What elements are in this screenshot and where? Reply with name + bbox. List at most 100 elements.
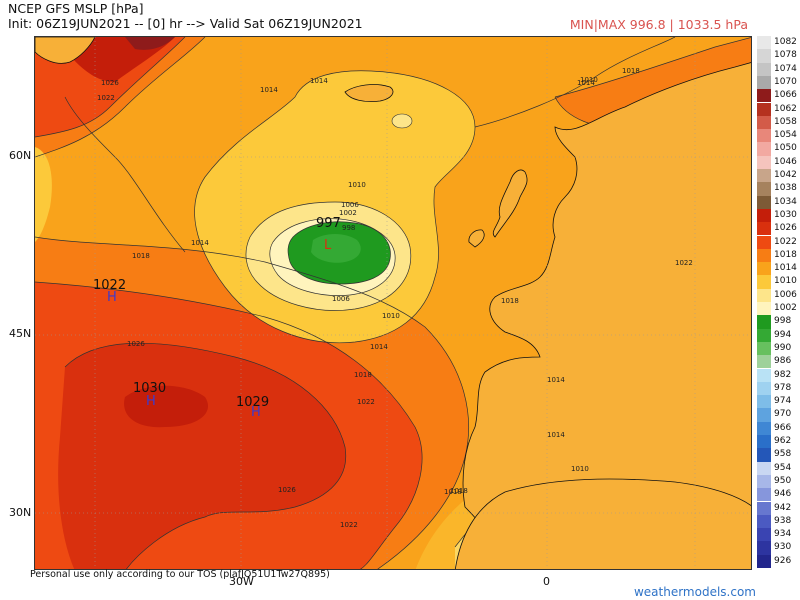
contour-label: 1018 [444, 488, 462, 496]
legend-label: 938 [774, 515, 792, 526]
legend-label: 998 [774, 316, 792, 327]
contour-label: 1018 [622, 67, 640, 75]
legend-level: 1062 [757, 102, 797, 116]
contour-label: 1018 [132, 252, 150, 260]
contour-label: 1006 [332, 295, 350, 303]
legend-label: 934 [774, 529, 792, 540]
init-valid-time: Init: 06Z19JUN2021 -- [0] hr --> Valid S… [8, 16, 363, 31]
contour-label: 1002 [339, 209, 357, 217]
legend-level: 950 [757, 474, 797, 489]
legend-level: 1054 [757, 129, 797, 143]
legend-level: 1070 [757, 75, 797, 90]
legend-label: 1042 [774, 170, 797, 180]
contour-label: 1014 [260, 86, 278, 94]
low-value: 997 [316, 216, 341, 231]
landmass-britain [468, 169, 528, 248]
legend-swatch [757, 395, 771, 409]
lat-label-60n: 60N [9, 149, 32, 162]
legend-label: 1066 [774, 90, 797, 101]
legend-swatch [757, 155, 771, 169]
field-1014-westedge [35, 147, 52, 242]
legend-level: 938 [757, 514, 797, 529]
legend-label: 1078 [774, 50, 797, 61]
legend-label: 962 [774, 436, 792, 446]
contour-label: 1022 [675, 259, 693, 267]
high-center-1029[interactable]: 1029 H [236, 395, 269, 420]
pressure-map[interactable]: 1026 1022 1014 1018 1014 1010 1006 1002 998 1006 1… [34, 36, 752, 570]
field-1022-1026-north [35, 37, 185, 137]
legend-swatch [757, 75, 771, 90]
legend-swatch [757, 208, 771, 223]
legend-swatch [757, 315, 771, 329]
contour-label: 1014 [191, 239, 209, 247]
legend-swatch [757, 554, 771, 568]
legend-level: 1042 [757, 169, 797, 183]
legend-label: 1062 [774, 103, 797, 114]
legend-label: 1074 [774, 63, 797, 74]
legend-swatch [757, 368, 771, 382]
site-credit[interactable]: weathermodels.com [633, 585, 756, 599]
legend-label: 942 [774, 502, 792, 513]
legend-label: 982 [774, 369, 792, 380]
low-center[interactable]: 997 L [316, 216, 341, 253]
legend-swatch [757, 248, 771, 263]
legend-swatch [757, 302, 771, 316]
legend-level: 998 [757, 315, 797, 329]
legend-swatch [757, 169, 771, 183]
legend-level: 930 [757, 541, 797, 555]
legend-label: 1026 [774, 223, 797, 234]
legend-level: 962 [757, 435, 797, 449]
legend-label: 946 [774, 489, 792, 500]
legend-swatch [757, 461, 771, 475]
lon-label-0: 0 [543, 575, 550, 588]
high-center-1022[interactable]: 1022 H [93, 278, 126, 305]
legend-label: 1030 [774, 209, 797, 220]
legend-swatch [757, 275, 771, 289]
legend-level: 978 [757, 381, 797, 396]
legend-level: 982 [757, 368, 797, 382]
legend-level: 1034 [757, 195, 797, 209]
legend-label: 950 [774, 475, 792, 486]
legend-label: 1018 [774, 249, 797, 260]
landmass-greenland-tip [35, 37, 96, 64]
contour-label: 1018 [450, 487, 468, 495]
contour-label: 1014 [370, 343, 388, 351]
legend-swatch [757, 488, 771, 502]
landmass-europe [462, 62, 751, 569]
legend-level: 1006 [757, 288, 797, 302]
legend-level: 926 [757, 554, 797, 568]
tos-notice: Personal use only according to our TOS (… [30, 569, 330, 580]
legend-label: 986 [774, 356, 792, 367]
legend-level: 990 [757, 341, 797, 356]
legend-label: 1070 [774, 76, 797, 87]
legend-level: 986 [757, 355, 797, 369]
lon-label-30w: 30W [229, 575, 254, 588]
legend-label: 1082 [774, 37, 797, 47]
legend-label: 1050 [774, 143, 797, 154]
legend-level: 1082 [757, 36, 797, 50]
legend-swatch [757, 62, 771, 76]
legend-swatch [757, 262, 771, 276]
contour-label: 1026 [101, 79, 119, 87]
legend-level: 958 [757, 448, 797, 462]
legend-swatch [757, 435, 771, 449]
contour-label: 1014 [577, 79, 595, 87]
low-marker: L [324, 238, 332, 253]
chart-title: NCEP GFS MSLP [hPa] [8, 1, 144, 16]
legend-swatch [757, 115, 771, 130]
legend-label: 1046 [774, 156, 797, 167]
legend-label: 974 [774, 396, 792, 407]
high-center-1030[interactable]: 1030 H [133, 381, 166, 409]
contour-label: 1014 [310, 77, 328, 85]
legend-swatch [757, 421, 771, 435]
legend-swatch [757, 142, 771, 156]
legend-label: 954 [774, 462, 792, 473]
legend-swatch [757, 408, 771, 422]
legend-level: 946 [757, 488, 797, 502]
legend-label: 958 [774, 449, 792, 460]
legend-label: 970 [774, 409, 792, 420]
legend-label: 966 [774, 422, 792, 433]
legend-swatch [757, 102, 771, 116]
legend-label: 1058 [774, 116, 797, 127]
pressure-legend: 1082 1078 1074 1070 1066 1062 1058 1054 1050 1046… [757, 36, 797, 568]
